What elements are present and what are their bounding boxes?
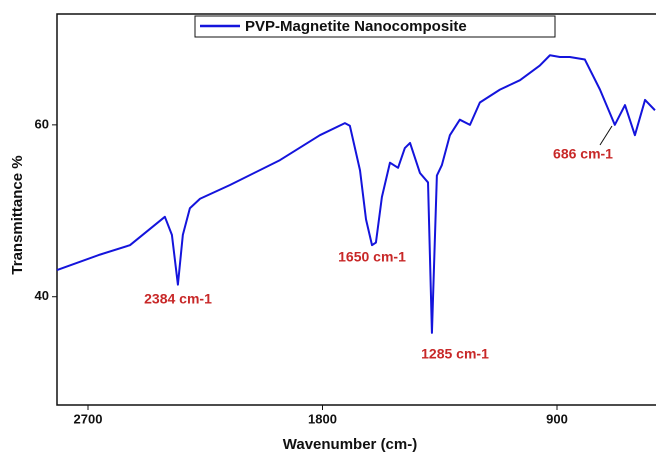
annotation: 1285 cm-1 xyxy=(421,346,489,362)
spectrum-line xyxy=(56,54,656,334)
legend-box xyxy=(194,15,556,38)
y-tick-label: 40 xyxy=(35,288,49,303)
x-tick-label: 900 xyxy=(546,411,568,426)
annotation: 2384 cm-1 xyxy=(144,291,212,307)
annotation-arrow xyxy=(599,125,613,146)
x-tick-label: 1800 xyxy=(308,411,337,426)
x-tick-label: 2700 xyxy=(74,411,103,426)
legend-label: PVP-Magnetite Nanocomposite xyxy=(245,18,467,35)
y-axis-label: Transmittance % xyxy=(9,155,26,274)
annotation: 1650 cm-1 xyxy=(338,249,406,265)
x-axis-label: Wavenumber (cm-) xyxy=(283,436,417,453)
y-tick-label: 60 xyxy=(35,116,49,131)
plot-frame xyxy=(56,13,656,406)
annotation: 686 cm-1 xyxy=(553,146,613,162)
